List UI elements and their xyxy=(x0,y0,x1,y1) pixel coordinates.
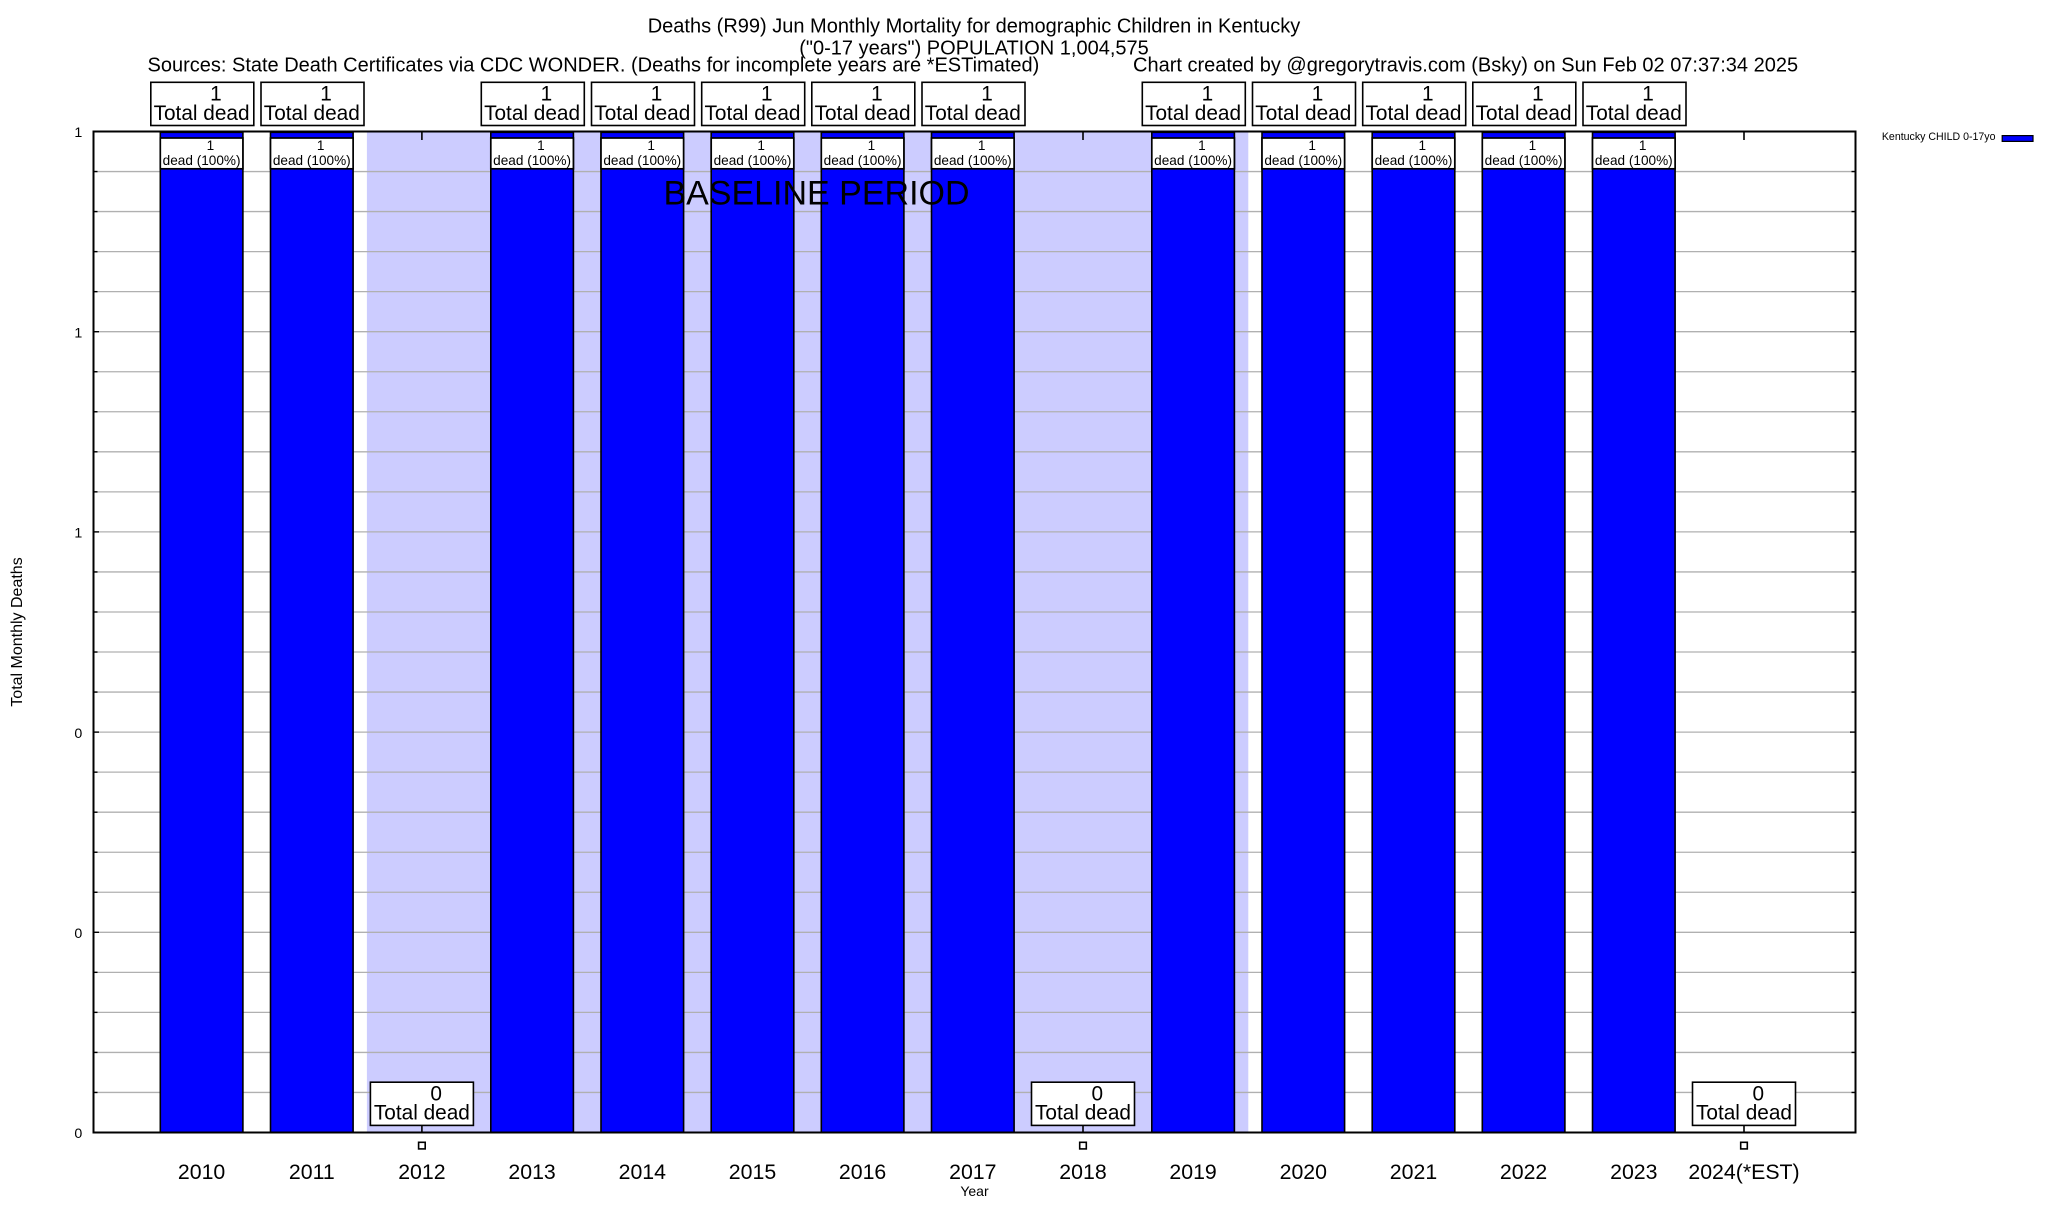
svg-text:dead (100%): dead (100%) xyxy=(603,153,681,168)
svg-text:Total dead: Total dead xyxy=(264,102,360,125)
svg-text:Total dead: Total dead xyxy=(374,1102,470,1125)
svg-text:dead (100%): dead (100%) xyxy=(163,153,241,168)
svg-text:2010: 2010 xyxy=(178,1160,226,1184)
svg-text:Total Monthly Deaths: Total Monthly Deaths xyxy=(9,557,26,706)
svg-text:2013: 2013 xyxy=(508,1160,555,1184)
svg-text:Deaths (R99) Jun Monthly Morta: Deaths (R99) Jun Monthly Mortality for d… xyxy=(648,16,1301,38)
svg-text:2012: 2012 xyxy=(398,1160,445,1184)
svg-text:dead (100%): dead (100%) xyxy=(273,153,351,168)
svg-text:Total dead: Total dead xyxy=(1586,102,1682,125)
svg-text:2016: 2016 xyxy=(839,1160,886,1184)
svg-text:Total dead: Total dead xyxy=(484,102,580,125)
svg-text:0: 0 xyxy=(430,1082,442,1105)
svg-text:BASELINE PERIOD: BASELINE PERIOD xyxy=(663,175,969,213)
svg-text:Total dead: Total dead xyxy=(705,102,801,125)
svg-text:Total dead: Total dead xyxy=(154,102,250,125)
svg-text:0: 0 xyxy=(74,926,82,942)
svg-text:0: 0 xyxy=(1092,1082,1104,1105)
svg-text:1: 1 xyxy=(537,138,545,153)
svg-text:dead (100%): dead (100%) xyxy=(1595,153,1673,168)
svg-text:1: 1 xyxy=(1202,83,1214,106)
svg-text:Chart created by @gregorytrav: Chart created by @gregorytravis.com (Bsk… xyxy=(1133,55,1798,77)
svg-text:dead (100%): dead (100%) xyxy=(934,153,1012,168)
svg-text:1: 1 xyxy=(647,138,655,153)
svg-text:1: 1 xyxy=(320,83,332,106)
svg-text:Total dead: Total dead xyxy=(815,102,911,125)
svg-text:0: 0 xyxy=(1753,1082,1765,1105)
svg-text:dead (100%): dead (100%) xyxy=(824,153,902,168)
svg-text:Total dead: Total dead xyxy=(594,102,690,125)
svg-text:2015: 2015 xyxy=(729,1160,776,1184)
svg-text:1: 1 xyxy=(1639,138,1647,153)
svg-text:2020: 2020 xyxy=(1280,1160,1328,1184)
svg-text:1: 1 xyxy=(1642,83,1654,106)
svg-text:Total dead: Total dead xyxy=(1035,1102,1131,1125)
svg-text:("0-17 years") POPULATION 1,00: ("0-17 years") POPULATION 1,004,575 xyxy=(799,38,1149,60)
svg-text:1: 1 xyxy=(210,83,222,106)
svg-text:0: 0 xyxy=(74,726,82,742)
svg-text:2019: 2019 xyxy=(1169,1160,1216,1184)
svg-text:dead (100%): dead (100%) xyxy=(493,153,571,168)
svg-text:2022: 2022 xyxy=(1500,1160,1547,1184)
svg-text:1: 1 xyxy=(981,83,993,106)
svg-text:2024(*EST): 2024(*EST) xyxy=(1688,1160,1799,1184)
svg-text:0: 0 xyxy=(74,1126,82,1142)
svg-text:dead (100%): dead (100%) xyxy=(1485,153,1563,168)
svg-text:dead (100%): dead (100%) xyxy=(1264,153,1342,168)
svg-text:1: 1 xyxy=(207,138,215,153)
svg-text:2011: 2011 xyxy=(289,1160,335,1184)
svg-text:1: 1 xyxy=(1529,138,1537,153)
svg-text:1: 1 xyxy=(1422,83,1434,106)
svg-text:dead (100%): dead (100%) xyxy=(1154,153,1232,168)
svg-text:1: 1 xyxy=(1312,83,1324,106)
svg-text:2014: 2014 xyxy=(619,1160,667,1184)
svg-text:1: 1 xyxy=(651,83,663,106)
svg-text:Total dead: Total dead xyxy=(1696,1102,1792,1125)
svg-text:dead (100%): dead (100%) xyxy=(1375,153,1453,168)
svg-text:Total dead: Total dead xyxy=(1476,102,1572,125)
svg-text:1: 1 xyxy=(74,125,82,141)
svg-text:1: 1 xyxy=(761,83,773,106)
svg-text:dead (100%): dead (100%) xyxy=(714,153,792,168)
svg-text:1: 1 xyxy=(541,83,553,106)
svg-text:Total dead: Total dead xyxy=(1145,102,1241,125)
svg-text:1: 1 xyxy=(1419,138,1427,153)
svg-text:1: 1 xyxy=(978,138,986,153)
svg-text:2023: 2023 xyxy=(1610,1160,1657,1184)
svg-text:Total dead: Total dead xyxy=(1255,102,1351,125)
svg-text:1: 1 xyxy=(868,138,876,153)
svg-text:Total dead: Total dead xyxy=(1366,102,1462,125)
svg-text:1: 1 xyxy=(757,138,765,153)
svg-text:1: 1 xyxy=(74,325,82,341)
svg-text:2021: 2021 xyxy=(1390,1160,1437,1184)
svg-text:1: 1 xyxy=(317,138,325,153)
svg-text:Kentucky CHILD 0-17yo: Kentucky CHILD 0-17yo xyxy=(1882,131,1996,143)
svg-text:Total dead: Total dead xyxy=(925,102,1021,125)
svg-text:1: 1 xyxy=(1198,138,1206,153)
svg-text:2017: 2017 xyxy=(949,1160,996,1184)
svg-text:1: 1 xyxy=(871,83,883,106)
svg-text:Sources: State Death Certifica: Sources: State Death Certificates via CD… xyxy=(148,55,1040,77)
svg-text:Year: Year xyxy=(960,1183,989,1199)
svg-text:1: 1 xyxy=(74,526,82,542)
svg-text:1: 1 xyxy=(1308,138,1316,153)
svg-text:2018: 2018 xyxy=(1059,1160,1106,1184)
svg-text:1: 1 xyxy=(1532,83,1544,106)
